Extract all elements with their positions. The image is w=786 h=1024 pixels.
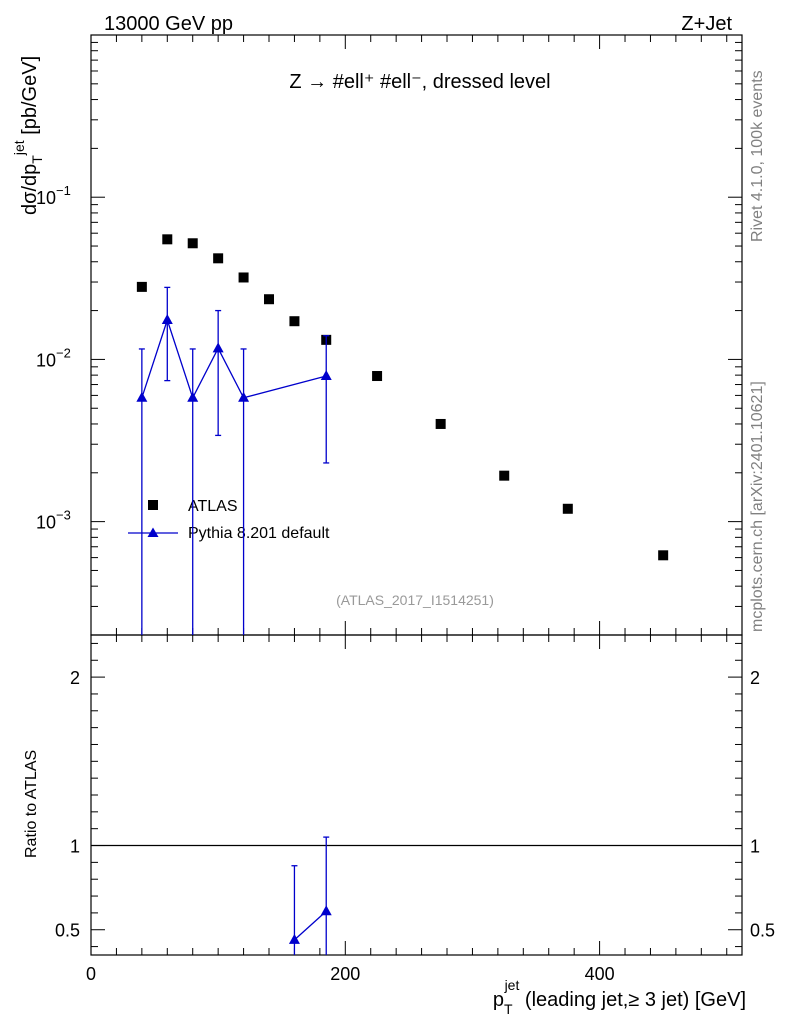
pythia-point (320, 370, 332, 381)
ratio-ytick-label-right: 1 (750, 837, 760, 857)
legend-mc-marker (147, 527, 159, 537)
process-annotation: Z → #ell⁺ #ell⁻, dressed level (289, 71, 550, 93)
svg-text:pTjet (leading jet,≥ 3 jet) [G: pTjet (leading jet,≥ 3 jet) [GeV] (493, 977, 746, 1017)
atlas-point (162, 234, 173, 245)
ratio-ytick-label-left: 2 (70, 668, 80, 688)
atlas-point (136, 281, 147, 292)
xtick-label: 0 (86, 964, 96, 984)
pythia-point (212, 342, 224, 353)
main-ytick-label: 10−3 (36, 508, 71, 533)
main-ylabel: dσ/dpTjet [pb/GeV] (11, 56, 45, 215)
ratio-ytick-label-left: 1 (70, 837, 80, 857)
atlas-point (499, 470, 510, 481)
atlas-point (372, 371, 383, 382)
legend-data-label: ATLAS (188, 498, 238, 515)
atlas-point (238, 272, 249, 283)
ratio-pythia-line (294, 910, 327, 941)
header-right: Z+Jet (681, 13, 732, 35)
rivet-label: Rivet 4.1.0, 100k events (749, 70, 766, 242)
atlas-point (264, 294, 275, 305)
main-ytick-label: 10−1 (36, 183, 71, 208)
main-ytick-label: 10−2 (36, 345, 71, 370)
legend-mc-label: Pythia 8.201 default (188, 525, 330, 542)
header-left: 13000 GeV pp (104, 13, 233, 35)
legend: ATLAS Pythia 8.201 default (128, 498, 330, 542)
atlas-point (658, 550, 669, 561)
ratio-ytick-label-right: 0.5 (750, 921, 775, 941)
pythia-point (136, 391, 148, 402)
pythia-point (161, 313, 173, 324)
atlas-point (187, 238, 198, 249)
ratio-ytick-label-left: 0.5 (55, 921, 80, 941)
analysis-id: (ATLAS_2017_I1514251) (336, 592, 494, 608)
xlabel: pTjet (leading jet,≥ 3 jet) [GeV] (493, 977, 746, 1017)
svg-text:dσ/dpTjet [pb/GeV]: dσ/dpTjet [pb/GeV] (11, 56, 45, 215)
legend-data-marker (148, 500, 158, 510)
ratio-ytick-label-right: 2 (750, 668, 760, 688)
xtick-label: 200 (330, 964, 360, 984)
ratio-data-layer (91, 836, 742, 955)
atlas-point (562, 503, 573, 514)
pythia-point (238, 391, 250, 402)
pythia-line (141, 317, 327, 400)
ratio-ylabel: Ratio to ATLAS (23, 750, 40, 858)
pythia-point (187, 391, 199, 402)
ratio-panel-frame (90, 634, 743, 956)
ratio-pythia-point (288, 933, 300, 944)
xtick-label: 400 (585, 964, 615, 984)
ratio-pythia-point (320, 905, 332, 916)
main-panel-frame (90, 34, 743, 636)
atlas-point (435, 418, 446, 429)
main-data-layer (136, 234, 669, 635)
atlas-point (213, 253, 224, 264)
atlas-point (289, 316, 300, 327)
axes-layer: 10−3 10−2 10−1 0 200 400 0.5 0.5 1 1 2 2 (36, 34, 775, 984)
mcplots-label: mcplots.cern.ch [arXiv:2401.10621] (749, 381, 766, 632)
